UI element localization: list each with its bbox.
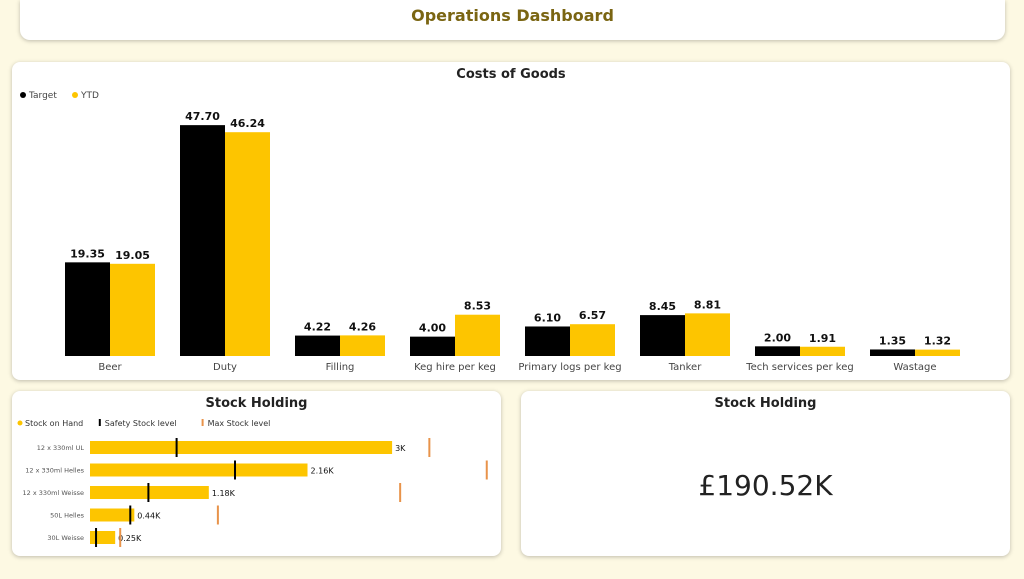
legend-label: Stock on Hand xyxy=(25,419,83,428)
data-label: 47.70 xyxy=(185,110,220,123)
data-label: 46.24 xyxy=(230,117,265,130)
max-stock-marker xyxy=(119,528,122,547)
category-label: Beer xyxy=(98,362,122,373)
data-label: 1.35 xyxy=(879,334,906,347)
legend-label: YTD xyxy=(80,91,99,101)
data-label: 1.18K xyxy=(212,489,236,498)
data-label: 8.53 xyxy=(464,300,491,313)
category-label: Tanker xyxy=(668,362,703,373)
legend-marker xyxy=(201,419,204,426)
legend-label: Target xyxy=(28,91,57,101)
bar-target xyxy=(295,335,340,356)
legend-marker xyxy=(17,420,23,426)
data-label: 1.32 xyxy=(924,335,951,348)
bar-ytd xyxy=(685,313,730,356)
kpi-value: £190.52K xyxy=(698,469,833,502)
data-label: 2.00 xyxy=(764,331,791,344)
stock-holding-svg: Stock on Hand Safety Stock level Max Stock… xyxy=(17,419,488,547)
costs-of-goods-chart: Costs of Goods Target YTD 19.35 19.05 Beer 47… xyxy=(12,62,1010,380)
bar-stock-on-hand xyxy=(90,463,308,477)
category-label: Tech services per keg xyxy=(745,362,854,373)
bar-target xyxy=(870,349,915,356)
data-label: 0.44K xyxy=(137,512,161,521)
legend-marker xyxy=(20,92,26,98)
safety-stock-marker xyxy=(129,505,132,525)
stock-holding-chart: Stock Holding Stock on Hand Safety Stock … xyxy=(12,391,501,556)
data-label: 19.35 xyxy=(70,247,105,260)
category-label: Filling xyxy=(326,362,355,373)
stock-holding-kpi-card: Stock Holding £190.52K xyxy=(521,391,1010,556)
data-label: 2.16K xyxy=(311,467,335,476)
data-label: 6.10 xyxy=(534,311,561,324)
bar-ytd xyxy=(340,335,385,356)
bar-stock-on-hand xyxy=(90,486,209,499)
category-label: Duty xyxy=(213,362,237,373)
category-label: 12 x 330ml UL xyxy=(37,444,85,452)
safety-stock-marker xyxy=(175,438,178,457)
page-title: Operations Dashboard xyxy=(411,6,614,25)
data-label: 8.81 xyxy=(694,298,721,311)
bar-stock-on-hand xyxy=(90,508,135,522)
category-label: 12 x 330ml Weisse xyxy=(23,489,84,497)
bar-stock-on-hand xyxy=(90,441,393,454)
legend-marker xyxy=(72,92,78,98)
bar-ytd xyxy=(800,346,845,356)
max-stock-marker xyxy=(216,505,219,525)
costs-of-goods-svg: Target YTD 19.35 19.05 Beer 47.70 46.24 Duty 4.2… xyxy=(20,91,960,373)
chart-title: Costs of Goods xyxy=(456,67,566,82)
safety-stock-marker xyxy=(234,460,237,480)
data-label: 3K xyxy=(395,444,406,453)
bar-ytd xyxy=(570,324,615,356)
bar-target xyxy=(755,346,800,356)
bar-ytd xyxy=(225,132,270,356)
bar-target xyxy=(525,326,570,356)
safety-stock-marker xyxy=(147,483,150,502)
chart-title: Stock Holding xyxy=(205,396,308,411)
bar-stock-on-hand xyxy=(90,531,116,544)
data-label: 4.00 xyxy=(419,322,446,335)
legend-marker xyxy=(98,419,101,426)
bar-ytd xyxy=(455,314,500,356)
bar-ytd xyxy=(110,263,155,356)
data-label: 8.45 xyxy=(649,300,676,313)
max-stock-marker xyxy=(485,460,488,480)
category-label: 12 x 330ml Helles xyxy=(25,467,84,475)
data-label: 4.26 xyxy=(349,320,376,333)
bar-target xyxy=(410,336,455,356)
data-label: 1.91 xyxy=(809,332,836,345)
category-label: Primary logs per keg xyxy=(518,362,621,373)
bar-ytd xyxy=(915,349,960,356)
safety-stock-marker xyxy=(95,528,98,547)
bar-target xyxy=(640,315,685,356)
category-label: Wastage xyxy=(893,362,936,373)
category-label: Keg hire per keg xyxy=(414,362,496,373)
bar-target xyxy=(65,262,110,356)
legend-label: Max Stock level xyxy=(208,419,271,428)
kpi-title: Stock Holding xyxy=(714,396,817,411)
max-stock-marker xyxy=(428,438,431,457)
category-label: 50L Helles xyxy=(50,512,84,520)
data-label: 0.25K xyxy=(118,534,142,543)
legend-label: Safety Stock level xyxy=(105,419,177,428)
max-stock-marker xyxy=(399,483,402,502)
bar-target xyxy=(180,125,225,356)
data-label: 19.05 xyxy=(115,249,150,262)
data-label: 6.57 xyxy=(579,309,606,322)
category-label: 30L Weisse xyxy=(47,534,84,542)
data-label: 4.22 xyxy=(304,321,331,334)
header: Operations Dashboard xyxy=(20,0,1005,40)
